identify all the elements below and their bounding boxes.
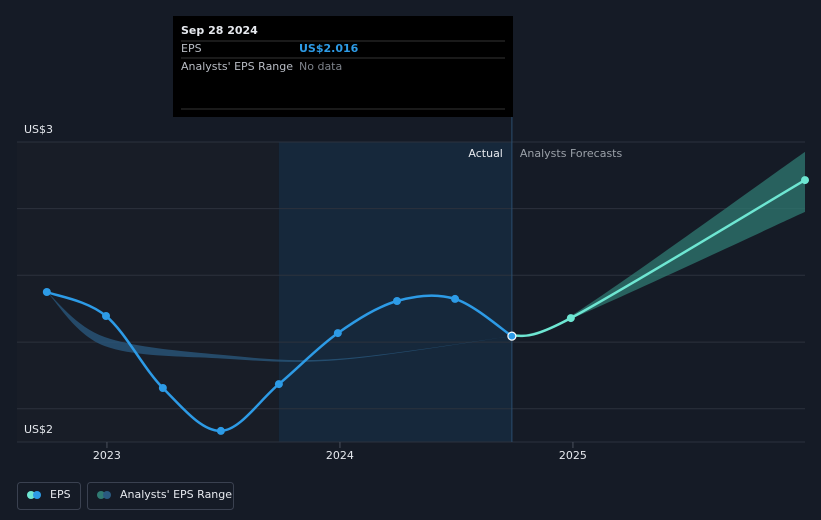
plot: US$3 US$2 2023 2024 2025 Actual Analysts Forec…	[17, 117, 809, 462]
eps-point	[216, 426, 225, 435]
legend-item[interactable]	[17, 482, 81, 510]
tooltip-label: Analysts' EPS Range	[181, 60, 293, 73]
tooltip-value: No data	[299, 60, 342, 73]
eps-point	[451, 294, 460, 303]
forecast-point	[507, 331, 517, 341]
tooltip-box	[173, 16, 513, 117]
tooltip: Sep 28 2024 EPS US$2.016 Analysts' EPS R…	[173, 16, 513, 117]
legend-swatch	[33, 491, 41, 499]
eps-point	[102, 312, 111, 320]
legend-swatch	[27, 491, 35, 499]
legend: EPS Analysts' EPS Range	[17, 482, 234, 510]
tooltip-value: US$2.016	[299, 42, 359, 55]
eps-point	[158, 384, 167, 392]
legend-item[interactable]	[87, 482, 234, 510]
annotation: Actual	[468, 147, 502, 160]
eps-point	[393, 297, 402, 305]
eps-point	[274, 380, 283, 389]
forecast-line	[511, 179, 806, 338]
legend-label: Analysts' EPS Range	[120, 488, 232, 501]
past-region	[17, 142, 279, 442]
eps-point	[42, 288, 51, 296]
annotation: Analysts Forecasts	[520, 147, 623, 160]
tooltip-label: EPS	[181, 42, 202, 55]
x-tick-label: 2025	[559, 449, 587, 462]
forecast-point	[801, 176, 809, 185]
highlight-region	[278, 142, 512, 442]
forecast-point	[566, 314, 575, 323]
legend-label: EPS	[50, 488, 71, 501]
eps-point	[333, 329, 342, 338]
x-tick-label: 2023	[93, 449, 121, 462]
y-tick-label: US$3	[24, 123, 53, 136]
x-tick-label: 2024	[326, 449, 354, 462]
legend-swatch	[97, 491, 105, 499]
tooltip-date: Sep 28 2024	[181, 24, 258, 37]
y-tick-label: US$2	[24, 423, 53, 436]
legend-swatch	[103, 491, 111, 499]
